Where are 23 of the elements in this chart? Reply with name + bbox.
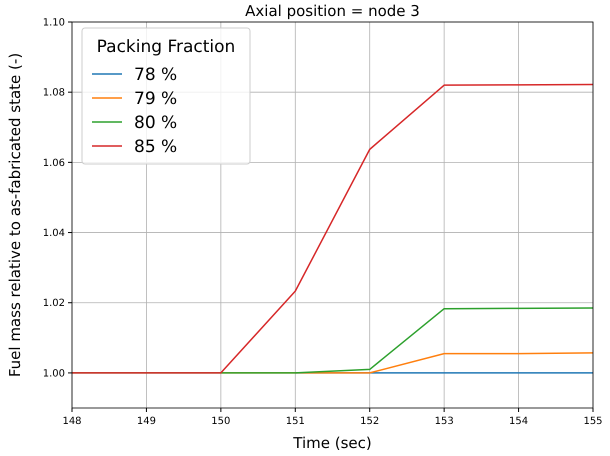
y-tick-label: 1.08 (42, 88, 65, 99)
legend-label: 85 % (134, 137, 178, 157)
line-series (71, 84, 594, 374)
legend-title: Packing Fraction (96, 37, 236, 57)
x-axis-title: Time (sec) (292, 434, 372, 452)
x-tick-label: 155 (583, 416, 603, 427)
x-tick-label: 152 (360, 416, 380, 427)
y-tick-label: 1.10 (42, 18, 65, 28)
x-tick-label: 153 (434, 416, 454, 427)
x-tick-label: 150 (211, 416, 230, 427)
x-tick-label: 148 (62, 416, 82, 427)
legend-label: 79 % (134, 89, 178, 109)
x-tick-label: 154 (509, 416, 528, 427)
y-tick-label: 1.02 (42, 298, 65, 310)
y-axis-title: Fuel mass relative to as-fabricated state (-) (6, 52, 24, 378)
y-tick-label: 1.06 (42, 158, 65, 169)
chart-title: Axial position = node 3 (245, 2, 420, 20)
x-tick-label: 149 (136, 416, 156, 427)
y-tick-label: 1.04 (42, 228, 65, 240)
legend-label: 78 % (134, 65, 178, 85)
legend-label: 80 % (134, 113, 178, 133)
y-tick-label: 1.00 (42, 368, 65, 380)
x-tick-label: 151 (286, 416, 305, 427)
